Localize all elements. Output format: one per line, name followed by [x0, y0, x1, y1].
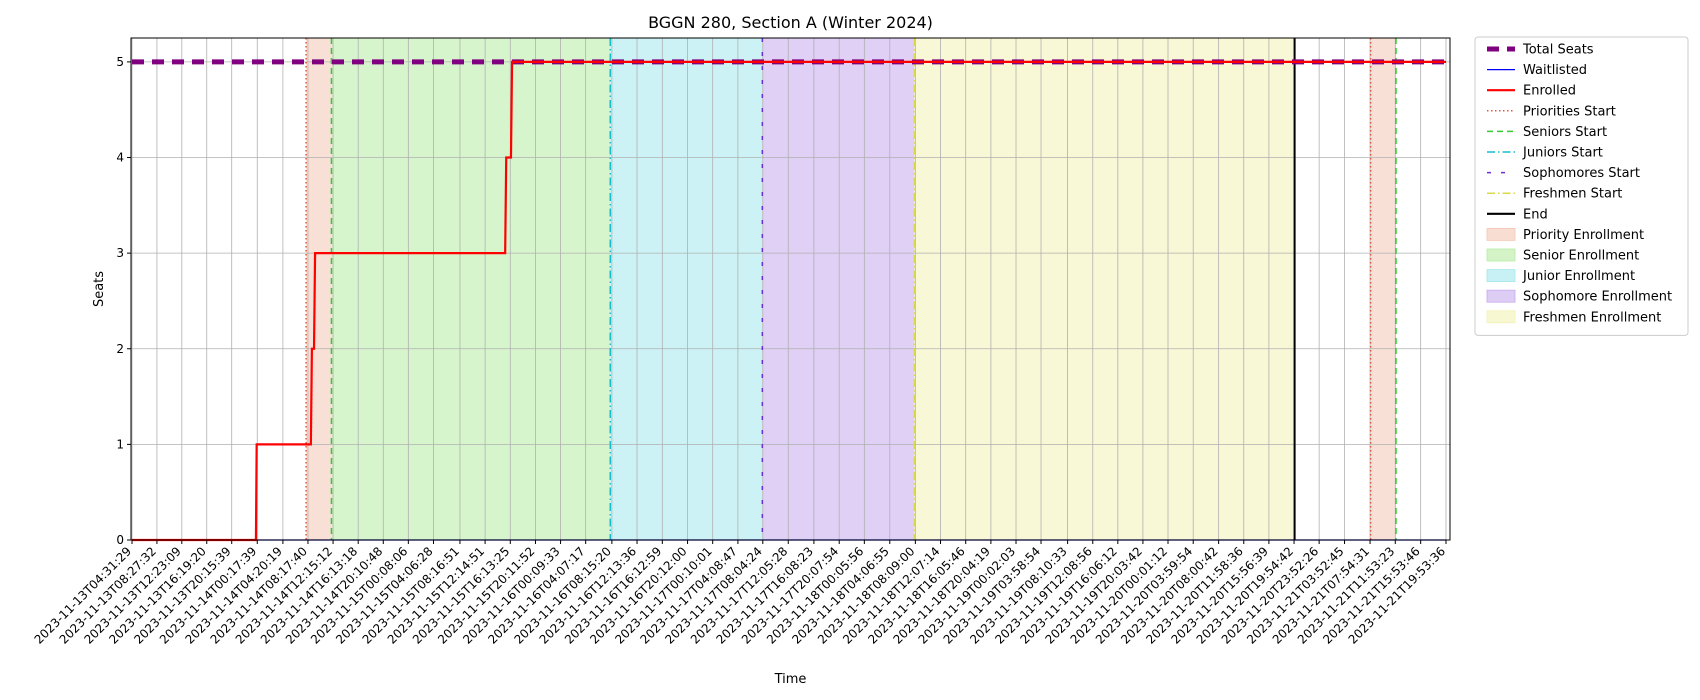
- legend-label: Junior Enrollment: [1522, 269, 1635, 284]
- legend-swatch: [1486, 310, 1516, 324]
- legend-item-priorities-start: Priorities Start: [1487, 104, 1616, 119]
- phase-band-sophomore-enrollment-3: [762, 38, 915, 540]
- phase-bands: [306, 38, 1396, 540]
- legend-item-juniors-start: Juniors Start: [1487, 146, 1603, 161]
- chart-title: BGGN 280, Section A (Winter 2024): [648, 13, 933, 32]
- legend-swatch: [1486, 289, 1516, 303]
- phase-band-freshmen-enrollment-4: [914, 38, 1295, 540]
- phase-band-senior-enrollment-1: [331, 38, 611, 540]
- legend-label: Freshmen Start: [1523, 187, 1622, 202]
- phase-band-priority-enrollment-0: [306, 38, 332, 540]
- phase-band-priority-enrollment-5: [1370, 38, 1396, 540]
- legend-item-junior-enrollment: Junior Enrollment: [1486, 269, 1635, 284]
- legend-label: Enrolled: [1523, 84, 1576, 99]
- legend-label: Total Seats: [1522, 43, 1594, 58]
- y-tick-label: 0: [116, 533, 124, 547]
- legend-label: Senior Enrollment: [1523, 249, 1639, 264]
- legend-item-end: End: [1487, 207, 1548, 222]
- legend-label: Seniors Start: [1523, 125, 1607, 140]
- legend-item-freshmen-enrollment: Freshmen Enrollment: [1486, 310, 1661, 325]
- phase-markers: [305, 38, 1397, 540]
- legend-label: Waitlisted: [1523, 63, 1587, 78]
- x-axis-title: Time: [774, 672, 807, 687]
- legend-box: [1474, 36, 1689, 336]
- legend-item-sophomores-start: Sophomores Start: [1487, 166, 1640, 181]
- plot-frame: [130, 37, 1451, 541]
- legend-label: Juniors Start: [1522, 146, 1603, 161]
- legend-item-sophomore-enrollment: Sophomore Enrollment: [1486, 289, 1672, 305]
- legend-item-senior-enrollment: Senior Enrollment: [1486, 248, 1639, 264]
- legend-item-waitlisted: Waitlisted: [1487, 63, 1587, 78]
- legend-swatch: [1486, 248, 1516, 262]
- legend-label: Priority Enrollment: [1523, 228, 1644, 243]
- legend-swatch: [1486, 227, 1516, 241]
- y-tick-label: 1: [116, 437, 124, 451]
- legend-item-seniors-start: Seniors Start: [1487, 125, 1607, 140]
- legend-item-total-seats: Total Seats: [1487, 43, 1594, 58]
- grid-lines: [131, 38, 1450, 541]
- y-tick-label: 5: [116, 55, 124, 69]
- legend-label: Sophomores Start: [1523, 166, 1640, 181]
- y-axis-title: Seats: [92, 271, 107, 307]
- series-enrolled: [132, 60, 1446, 542]
- phase-band-junior-enrollment-2: [610, 38, 763, 540]
- legend-swatch: [1486, 269, 1516, 283]
- y-tick-label: 4: [116, 151, 124, 165]
- legend: Total Seats Waitlisted Enrolled Priorities …: [1474, 36, 1689, 336]
- y-tick-label: 3: [116, 246, 124, 260]
- legend-item-freshmen-start: Freshmen Start: [1487, 187, 1622, 202]
- legend-label: End: [1523, 207, 1548, 222]
- x-axis: 2023-11-13T04:31:292023-11-13T08:27:3220…: [32, 540, 1448, 647]
- legend-label: Sophomore Enrollment: [1523, 290, 1672, 305]
- legend-item-enrolled: Enrolled: [1487, 84, 1576, 99]
- legend-item-priority-enrollment: Priority Enrollment: [1486, 227, 1644, 243]
- y-axis: 0 1 2 3 4 5: [116, 55, 131, 547]
- y-tick-label: 2: [116, 342, 124, 356]
- legend-label: Priorities Start: [1523, 104, 1616, 119]
- legend-label: Freshmen Enrollment: [1523, 310, 1661, 325]
